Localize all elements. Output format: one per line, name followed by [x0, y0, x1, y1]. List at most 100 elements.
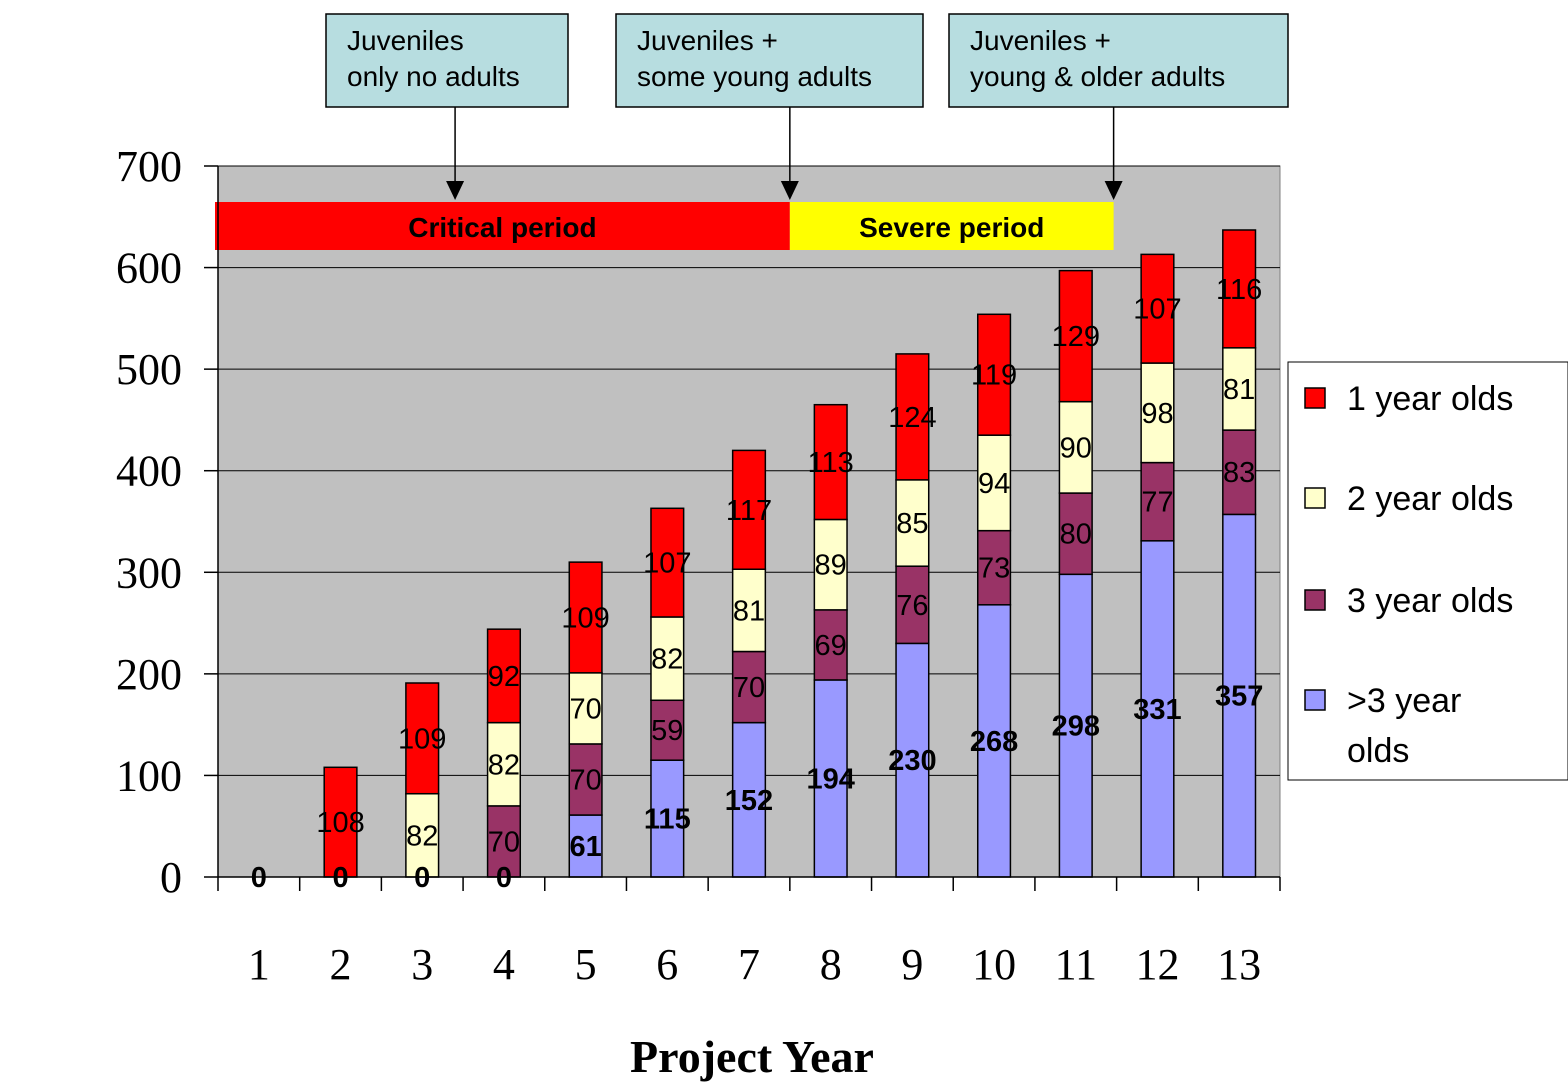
data-label: 268 [970, 726, 1018, 758]
x-tick-label: 7 [738, 940, 760, 989]
bar-segment [731, 449, 767, 570]
x-tick-label: 4 [493, 940, 515, 989]
callout: Juveniles + some young adults [615, 13, 924, 200]
data-label: 107 [643, 548, 691, 580]
bar-segment [486, 721, 522, 807]
callout-box [325, 13, 569, 108]
x-tick-label: 9 [901, 940, 923, 989]
bar-segment [486, 628, 522, 724]
bar-segment [976, 604, 1012, 878]
bar-segment [1140, 362, 1175, 464]
x-tick-label: 3 [411, 940, 433, 989]
x-tick-label: 6 [656, 940, 678, 989]
callout-box [948, 13, 1289, 108]
y-tick-label: 0 [160, 853, 182, 902]
data-label: 357 [1215, 681, 1263, 713]
x-tick-label: 2 [330, 940, 352, 989]
y-axis-title-group: Number of Penguins [9, 344, 60, 747]
period-band [789, 202, 1114, 250]
period-band [215, 202, 790, 250]
data-label: 82 [488, 749, 520, 781]
bar-segment [1222, 229, 1257, 349]
period-bands: Critical period Severe period [215, 202, 1114, 250]
x-tick-label: 1 [248, 940, 270, 989]
bar-segment [486, 805, 522, 878]
legend: 1 year olds 2 year olds 3 year olds >3 year… [1287, 361, 1568, 781]
bar-segment [976, 434, 1012, 532]
x-tick-label: 10 [972, 940, 1016, 989]
bar-segment [1058, 269, 1093, 403]
data-label: 81 [1223, 374, 1255, 406]
data-label: 331 [1133, 694, 1181, 726]
x-tick-label: 5 [575, 940, 597, 989]
y-tick-label: 700 [116, 142, 182, 191]
data-label: 90 [1060, 432, 1092, 464]
bar-segment [731, 568, 767, 653]
bar-segment [895, 353, 930, 481]
bar-segment [650, 616, 685, 702]
bar-segment [1140, 461, 1175, 542]
bar-segment [568, 743, 603, 816]
bar-segment [568, 814, 603, 878]
bar-segment [650, 507, 685, 618]
bar-segment [650, 699, 685, 761]
legend-entry: 2 year olds [1304, 480, 1513, 518]
bar-segment [568, 561, 603, 674]
x-tick-label: 8 [820, 940, 842, 989]
data-label: 113 [808, 447, 854, 479]
y-tick-label: 600 [116, 244, 182, 293]
legend-swatch [1304, 487, 1326, 509]
data-label: 0 [414, 862, 430, 894]
data-label: 109 [398, 723, 446, 755]
data-label: 115 [644, 804, 691, 836]
bar-segment [1222, 347, 1257, 431]
period-label: Critical period [408, 212, 596, 243]
legend-entry: 1 year olds [1304, 380, 1513, 418]
bar-segment [1058, 400, 1093, 494]
y-axis-title: Number of Penguins [9, 344, 60, 747]
bar-segment [1140, 540, 1175, 878]
callout-text: Juveniles [347, 25, 464, 56]
bar-segment [895, 565, 930, 645]
x-axis-title: Project Year [630, 1031, 874, 1082]
data-label: 194 [806, 763, 854, 795]
x-tick-label: 12 [1135, 940, 1179, 989]
gridlines [218, 165, 1280, 776]
bar-segment [813, 403, 848, 521]
y-tick-label: 300 [116, 548, 182, 597]
period-label: Severe period [859, 212, 1044, 243]
bar-segment [1140, 253, 1175, 364]
data-label: 109 [561, 602, 609, 634]
legend-label: 1 year olds [1347, 380, 1513, 418]
annotation-callouts: Juveniles only no adults Juveniles + some y… [325, 13, 1289, 200]
data-label: 117 [726, 495, 772, 527]
bar-segment [731, 650, 767, 724]
data-label: 108 [316, 807, 364, 839]
data-label: 80 [1060, 519, 1092, 551]
data-label: 82 [651, 644, 683, 676]
y-tick-label: 400 [116, 447, 182, 496]
data-label: 70 [569, 693, 601, 725]
y-tick-label: 200 [116, 650, 182, 699]
data-label: 70 [488, 826, 520, 858]
legend-swatch [1304, 387, 1326, 409]
data-label: 0 [496, 862, 512, 894]
x-tick-label: 13 [1217, 940, 1261, 989]
data-label: 59 [651, 715, 683, 747]
bar-segment [813, 609, 848, 681]
data-label: 81 [733, 595, 765, 627]
callout-arrow-head [1104, 181, 1123, 200]
bar-segment [813, 518, 848, 611]
bar-segment [976, 313, 1012, 436]
data-label: 230 [888, 745, 936, 777]
callout-text: young & older adults [970, 61, 1225, 92]
data-label: 83 [1223, 457, 1255, 489]
legend-entry: >3 year olds [1304, 682, 1461, 770]
legend-label: >3 year [1347, 682, 1461, 720]
bar-segment [405, 792, 440, 878]
bar-segment [405, 682, 440, 795]
data-label: 77 [1141, 487, 1173, 519]
x-tick-label: 11 [1055, 940, 1097, 989]
bar-segment [650, 759, 685, 878]
